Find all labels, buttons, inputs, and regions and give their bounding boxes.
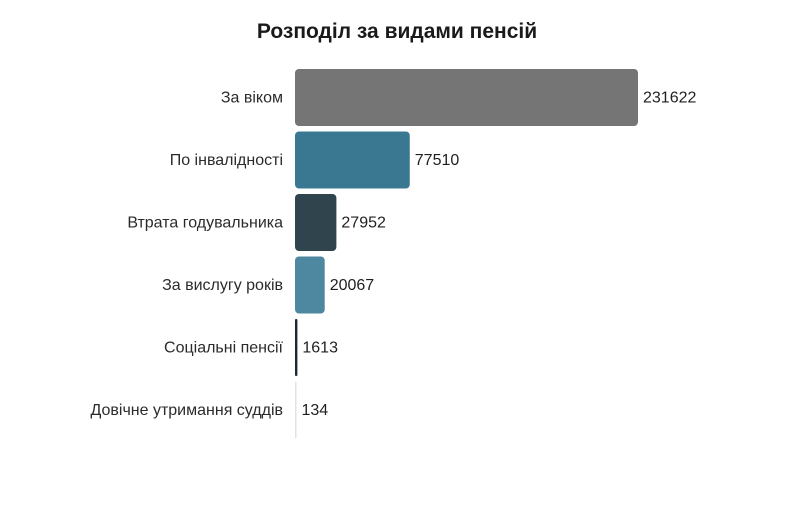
bar-1 xyxy=(295,69,638,126)
category-labels-group: За віком По інвалідності Втрата годувальни… xyxy=(90,90,283,420)
value-label-3: 27952 xyxy=(341,215,386,232)
value-label-2: 77510 xyxy=(415,152,460,169)
value-labels-group: 231622 77510 27952 20067 1613 134 xyxy=(302,90,697,420)
value-label-1: 231622 xyxy=(643,90,696,107)
category-label-3: Втрата годувальника xyxy=(127,215,283,232)
bar-2 xyxy=(295,131,410,189)
value-label-5: 1613 xyxy=(302,340,338,357)
bar-4 xyxy=(295,256,325,314)
category-label-1: За віком xyxy=(221,90,283,107)
category-label-5: Соціальні пенсії xyxy=(164,340,284,357)
category-label-4: За вислугу років xyxy=(162,277,283,294)
chart-title: Розподіл за видами пенсій xyxy=(256,20,538,43)
category-label-2: По інвалідності xyxy=(170,152,283,169)
value-label-6: 134 xyxy=(302,402,329,419)
bar-6 xyxy=(295,381,297,439)
value-label-4: 20067 xyxy=(330,277,375,294)
category-label-6: Довічне утримання суддів xyxy=(90,402,283,419)
bars-group xyxy=(295,69,638,439)
bar-3 xyxy=(295,194,337,251)
bar-5 xyxy=(295,319,298,376)
